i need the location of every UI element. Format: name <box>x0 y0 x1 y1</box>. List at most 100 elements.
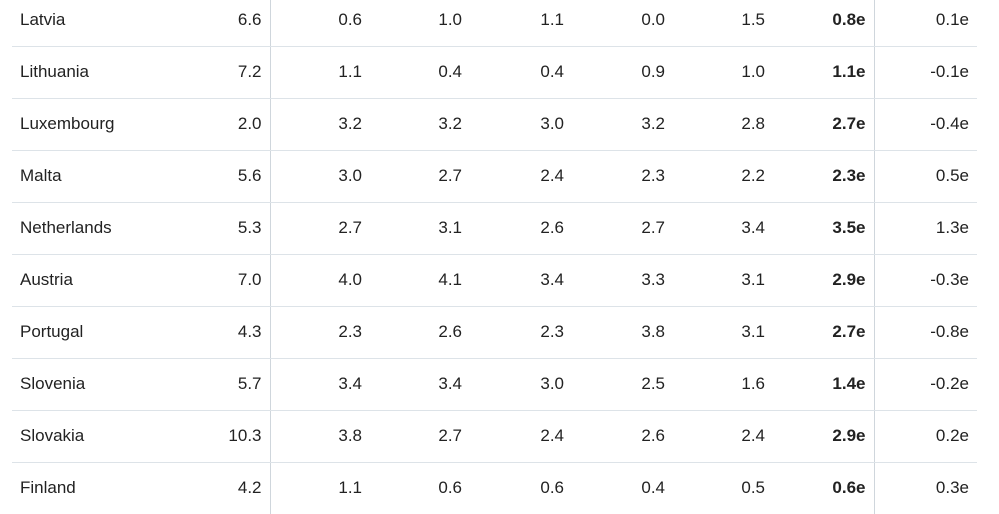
value-cell: 0.2e <box>874 410 977 463</box>
value-cell: 4.3 <box>175 306 271 359</box>
value-cell: 2.5 <box>572 358 673 411</box>
value-cell: 3.8 <box>572 306 673 359</box>
value-cell: 0.9 <box>572 46 673 99</box>
value-cell: 3.0 <box>470 98 572 151</box>
value-cell: 3.4 <box>673 202 773 255</box>
table-row: Portugal 4.3 2.3 2.6 2.3 3.8 3.1 2.7e -0.8e <box>12 306 977 359</box>
value-cell: 4.1 <box>370 254 470 307</box>
value-cell: 1.1 <box>338 478 362 498</box>
value-cell: 1.6 <box>673 358 773 411</box>
value-cell: 0.4 <box>470 46 572 99</box>
country-name-cell: Malta <box>12 150 175 203</box>
value-cell: 3.2 <box>572 98 673 151</box>
value-cell: 5.7 <box>175 358 271 411</box>
value-cell: 0.0 <box>572 0 673 47</box>
value-cell: 3.3 <box>572 254 673 307</box>
table-row: Lithuania 7.2 1.1 0.4 0.4 0.9 1.0 1.1e -0.1e <box>12 46 977 99</box>
value-cell: 10.3 <box>175 410 271 463</box>
value-cell: 0.5 <box>741 478 765 498</box>
value-cell: -0.1e <box>874 46 977 99</box>
value-cell: 1.1 <box>270 46 370 99</box>
value-cell: 1.0 <box>673 46 773 99</box>
value-cell: -0.3e <box>874 254 977 307</box>
value-cell: -0.2e <box>874 358 977 411</box>
value-cell: 2.0 <box>175 98 271 151</box>
value-cell: 0.8e <box>773 0 875 47</box>
country-name-cell: Slovakia <box>12 410 175 463</box>
value-cell: 2.2 <box>673 150 773 203</box>
value-cell: 2.3 <box>470 306 572 359</box>
value-cell: 2.9e <box>773 254 875 307</box>
value-cell: 2.6 <box>370 306 470 359</box>
value-cell: 4.2 <box>175 462 271 514</box>
value-cell: 3.4 <box>370 358 470 411</box>
value-cell: 2.3 <box>572 150 673 203</box>
value-cell: 3.1 <box>370 202 470 255</box>
value-cell: 2.7 <box>370 150 470 203</box>
value-cell: -0.4e <box>874 98 977 151</box>
value-cell: 2.7e <box>773 306 875 359</box>
value-cell: 0.1e <box>874 0 977 47</box>
country-name-cell: Luxembourg <box>12 98 175 151</box>
value-cell: 0.6 <box>540 478 564 498</box>
value-cell: 1.1e <box>773 46 875 99</box>
value-cell: 7.2 <box>175 46 271 99</box>
value-cell: 1.4e <box>773 358 875 411</box>
value-cell: 0.4 <box>641 478 665 498</box>
value-cell: 2.3e <box>773 150 875 203</box>
value-cell: 3.1 <box>673 254 773 307</box>
data-table-container: Latvia 6.6 0.6 1.0 1.1 0.0 1.5 0.8e 0.1e Lithuani… <box>12 0 977 514</box>
value-cell: 2.4 <box>673 410 773 463</box>
value-cell: 2.7 <box>270 202 370 255</box>
value-cell: 3.4 <box>470 254 572 307</box>
value-cell: 1.3e <box>874 202 977 255</box>
value-cell: 2.7 <box>572 202 673 255</box>
value-cell: 0.6e <box>773 462 875 514</box>
value-cell: 5.3 <box>175 202 271 255</box>
value-cell: 3.5e <box>773 202 875 255</box>
value-cell: 2.7e <box>773 98 875 151</box>
value-cell: 2.6 <box>572 410 673 463</box>
country-name-cell: Slovenia <box>12 358 175 411</box>
value-cell: 2.6 <box>470 202 572 255</box>
value-cell: 4.0 <box>270 254 370 307</box>
value-cell: 0.5e <box>874 150 977 203</box>
country-data-table: Latvia 6.6 0.6 1.0 1.1 0.0 1.5 0.8e 0.1e Lithuani… <box>12 0 977 514</box>
value-cell: 2.4 <box>470 410 572 463</box>
country-name-cell: Austria <box>12 254 175 307</box>
value-cell: 1.1 <box>470 0 572 47</box>
value-cell: 3.0 <box>270 150 370 203</box>
value-cell: 2.4 <box>470 150 572 203</box>
table-row: Netherlands 5.3 2.7 3.1 2.6 2.7 3.4 3.5e 1.3e <box>12 202 977 255</box>
value-cell: 3.2 <box>370 98 470 151</box>
value-cell: 5.6 <box>175 150 271 203</box>
table-row: Luxembourg 2.0 3.2 3.2 3.0 3.2 2.8 2.7e -0.4e <box>12 98 977 151</box>
country-name-cell: Finland <box>20 478 76 498</box>
value-cell: 6.6 <box>175 0 271 47</box>
value-cell: 1.5 <box>673 0 773 47</box>
table-row: Latvia 6.6 0.6 1.0 1.1 0.0 1.5 0.8e 0.1e <box>12 0 977 47</box>
value-cell: 3.2 <box>270 98 370 151</box>
value-cell: 2.7 <box>370 410 470 463</box>
value-cell: 3.0 <box>470 358 572 411</box>
country-name-cell: Portugal <box>12 306 175 359</box>
table-row: Malta 5.6 3.0 2.7 2.4 2.3 2.2 2.3e 0.5e <box>12 150 977 203</box>
value-cell: 2.9e <box>773 410 875 463</box>
value-cell: 0.6 <box>270 0 370 47</box>
value-cell: 0.6 <box>438 478 462 498</box>
table-row: Finland 4.2 1.1 0.6 0.6 0.4 0.5 0.6e 0.3e <box>12 462 977 514</box>
country-name-cell: Netherlands <box>12 202 175 255</box>
value-cell: 3.1 <box>673 306 773 359</box>
value-cell: 2.8 <box>673 98 773 151</box>
value-cell: 7.0 <box>175 254 271 307</box>
value-cell: 2.3 <box>270 306 370 359</box>
country-name-cell: Lithuania <box>12 46 175 99</box>
value-cell: -0.8e <box>874 306 977 359</box>
table-row: Slovakia 10.3 3.8 2.7 2.4 2.6 2.4 2.9e 0.2e <box>12 410 977 463</box>
table-row: Slovenia 5.7 3.4 3.4 3.0 2.5 1.6 1.4e -0.2e <box>12 358 977 411</box>
table-row: Austria 7.0 4.0 4.1 3.4 3.3 3.1 2.9e -0.3e <box>12 254 977 307</box>
country-name-cell: Latvia <box>12 0 175 47</box>
value-cell: 0.4 <box>370 46 470 99</box>
value-cell: 3.8 <box>270 410 370 463</box>
value-cell: 1.0 <box>370 0 470 47</box>
